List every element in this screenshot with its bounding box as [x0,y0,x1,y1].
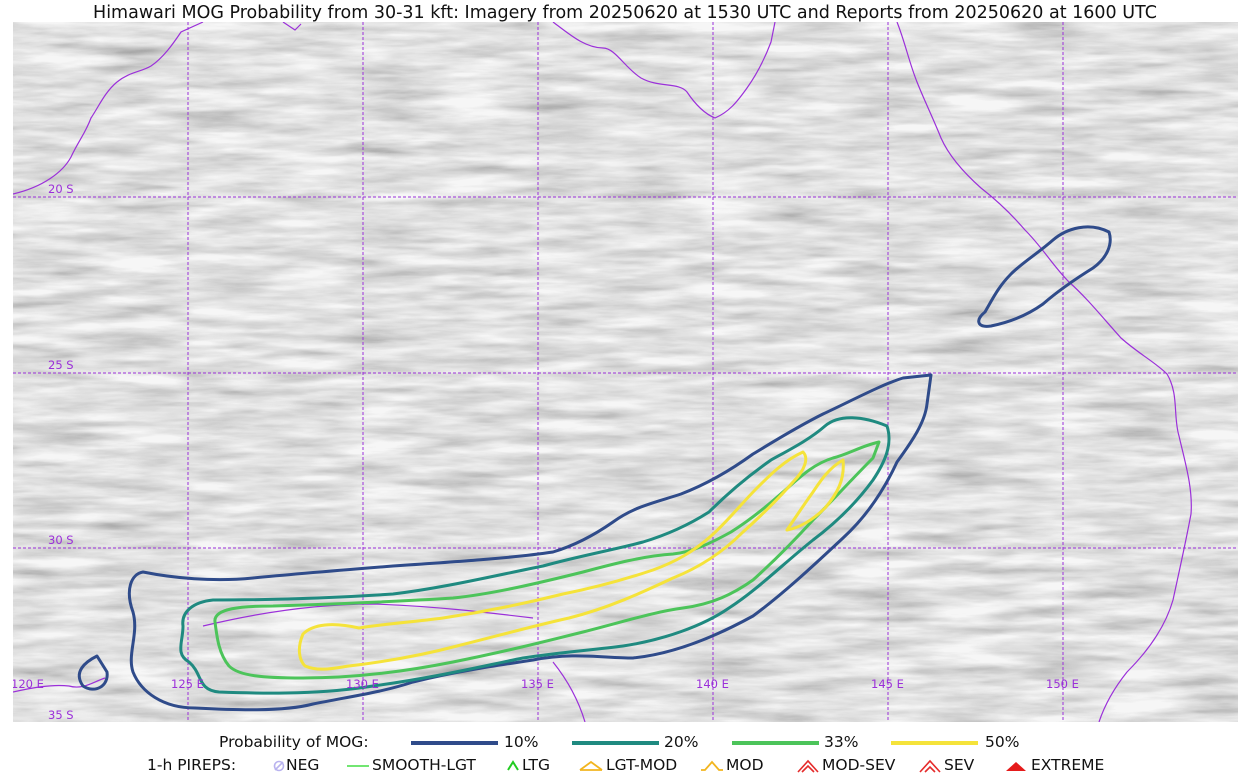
lon-label: 150 E [1046,677,1079,691]
contour-10-east [977,225,1112,328]
contour-10-small [77,654,109,691]
sev-icon [919,759,941,773]
lat-label: 30 S [48,533,74,547]
lon-label: 125 E [171,677,204,691]
graticule [13,22,1238,722]
legend-label-50: 50% [985,733,1020,751]
mod-icon [701,760,723,771]
coast-spencer-gulf [552,661,586,722]
lon-label: 145 E [871,677,904,691]
lon-label: 130 E [346,677,379,691]
map-canvas: 20 S 25 S 30 S 35 S 120 E 125 E 130 E 13… [13,22,1238,722]
contour-50-east [785,458,845,532]
lat-label: 35 S [48,708,74,722]
lat-label: 25 S [48,358,74,372]
lat-label: 20 S [48,182,74,196]
legend-label-20: 20% [664,733,699,751]
smooth-lgt-icon [347,765,369,767]
legend-label-33: 33% [824,733,859,751]
map-axis-labels: 20 S 25 S 30 S 35 S 120 E 125 E 130 E 13… [13,182,1079,722]
legend-label-10: 10% [504,733,539,751]
legend-swatch-33 [732,741,819,745]
chart-title: Himawari MOG Probability from 30-31 kft:… [93,3,1157,23]
legend-swatch-10 [411,741,498,745]
water-vapor-texture [13,22,1238,722]
legend-swatch-20 [572,741,659,745]
map-panel: 20 S 25 S 30 S 35 S 120 E 125 E 130 E 13… [13,22,1238,722]
coast-northwest-australia [13,22,204,195]
mod-sev-icon [797,759,819,773]
lon-label: 120 E [13,677,44,691]
coast-southwest [13,677,106,693]
ltg-icon [507,760,519,771]
probability-legend: Probability of MOG: 10% 20% 33% 50% [0,733,1250,753]
contour-20 [179,416,891,695]
contour-33 [213,440,881,680]
coast-kimberley [282,22,302,31]
pirep-legend-label: 1-h PIREPS: [147,756,237,774]
probability-legend-label: Probability of MOG: [219,733,369,751]
neg-icon [273,760,285,772]
coast-gulf-of-carpentaria [552,22,776,119]
pirep-legend: 1-h PIREPS: NEG SMOOTH-LGT LTG LGT-MOD M… [147,756,1105,774]
coast-east-australia [896,22,1192,722]
extreme-icon [1006,762,1026,771]
mog-contours [77,225,1112,712]
contour-50-main [297,450,808,671]
legend-swatch-50 [891,741,978,745]
contour-10-main [127,373,933,712]
lgt-mod-icon [579,760,603,771]
lon-label: 135 E [521,677,554,691]
lon-label: 140 E [696,677,729,691]
